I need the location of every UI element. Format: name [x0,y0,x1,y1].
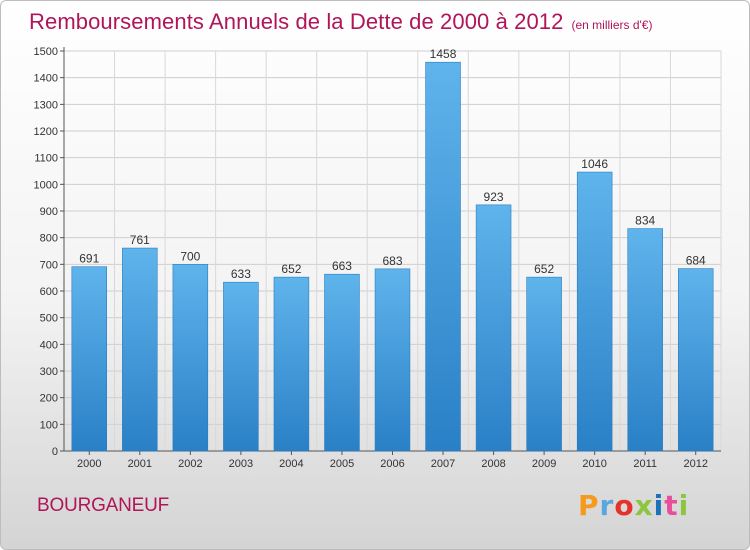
location-label: BOURGANEUF [37,495,170,516]
x-tick-label: 2000 [77,458,101,470]
data-label: 652 [281,262,301,276]
y-tick-label: 300 [40,366,58,378]
data-label: 683 [382,254,402,268]
x-tick-label: 2003 [229,458,253,470]
x-tick-label: 2004 [279,458,303,470]
x-tick-label: 2011 [633,458,657,470]
data-label: 1458 [430,47,457,61]
x-tick-label: 2002 [178,458,202,470]
x-tick-label: 2006 [380,458,404,470]
data-label: 700 [180,249,200,263]
bar [172,264,209,452]
x-tick-label: 2010 [582,458,606,470]
data-label: 663 [332,259,352,273]
x-tick-label: 2007 [431,458,455,470]
logo-letter: o [614,489,635,522]
data-label: 691 [79,252,99,266]
bar [374,268,411,452]
bar [223,281,259,452]
logo-letter: r [599,489,615,522]
logo-letter: i [653,489,665,522]
bar [677,268,714,452]
data-label: 684 [686,254,706,268]
labels: 691 2000 761 2001 700 2002 633 2003 652 2004 663 20… [77,47,708,470]
chart-title: Remboursements Annuels de la Dette de 20… [29,9,564,34]
y-tick-label: 1200 [34,126,58,138]
y-tick-label: 500 [40,313,58,325]
y-tick-label: 200 [40,393,58,405]
logo-letter: P [578,489,600,522]
y-tick-label: 1000 [34,179,58,191]
logo-letter: t [664,489,679,522]
data-label: 923 [484,190,504,204]
chart-subtitle: (en milliers d'€) [571,18,653,32]
y-tick-label: 0 [52,446,58,458]
bar [576,171,613,452]
x-tick-label: 2001 [128,458,152,470]
bar [122,247,158,452]
bar [526,276,562,452]
data-label: 761 [130,233,150,247]
data-label: 834 [635,214,655,228]
y-tick-label: 1100 [34,153,58,165]
bar [475,204,512,452]
y-tick-label: 700 [40,259,58,271]
bar [71,266,108,452]
y-tick-label: 600 [40,286,58,298]
bar [273,276,310,452]
x-tick-label: 2012 [683,458,707,470]
data-label: 1046 [581,157,608,171]
bar [425,61,461,452]
y-tick-label: 100 [40,419,58,431]
proxiti-logo[interactable]: Proxiti [578,489,689,522]
bar [324,273,360,452]
bars [71,61,714,452]
y-tick-label: 1500 [34,46,58,58]
data-label: 652 [534,262,554,276]
x-tick-label: 2008 [481,458,505,470]
data-label: 633 [231,267,251,281]
y-tick-label: 1300 [34,99,58,111]
x-tick-label: 2005 [330,458,354,470]
bar [627,228,663,452]
y-tick-label: 400 [40,339,58,351]
x-tick-label: 2009 [532,458,556,470]
title-row: Remboursements Annuels de la Dette de 20… [29,9,652,35]
logo-letter: i [678,489,690,522]
y-tick-label: 1400 [34,73,58,85]
logo-letter: x [634,489,654,522]
y-tick-label: 900 [40,206,58,218]
y-tick-label: 800 [40,233,58,245]
